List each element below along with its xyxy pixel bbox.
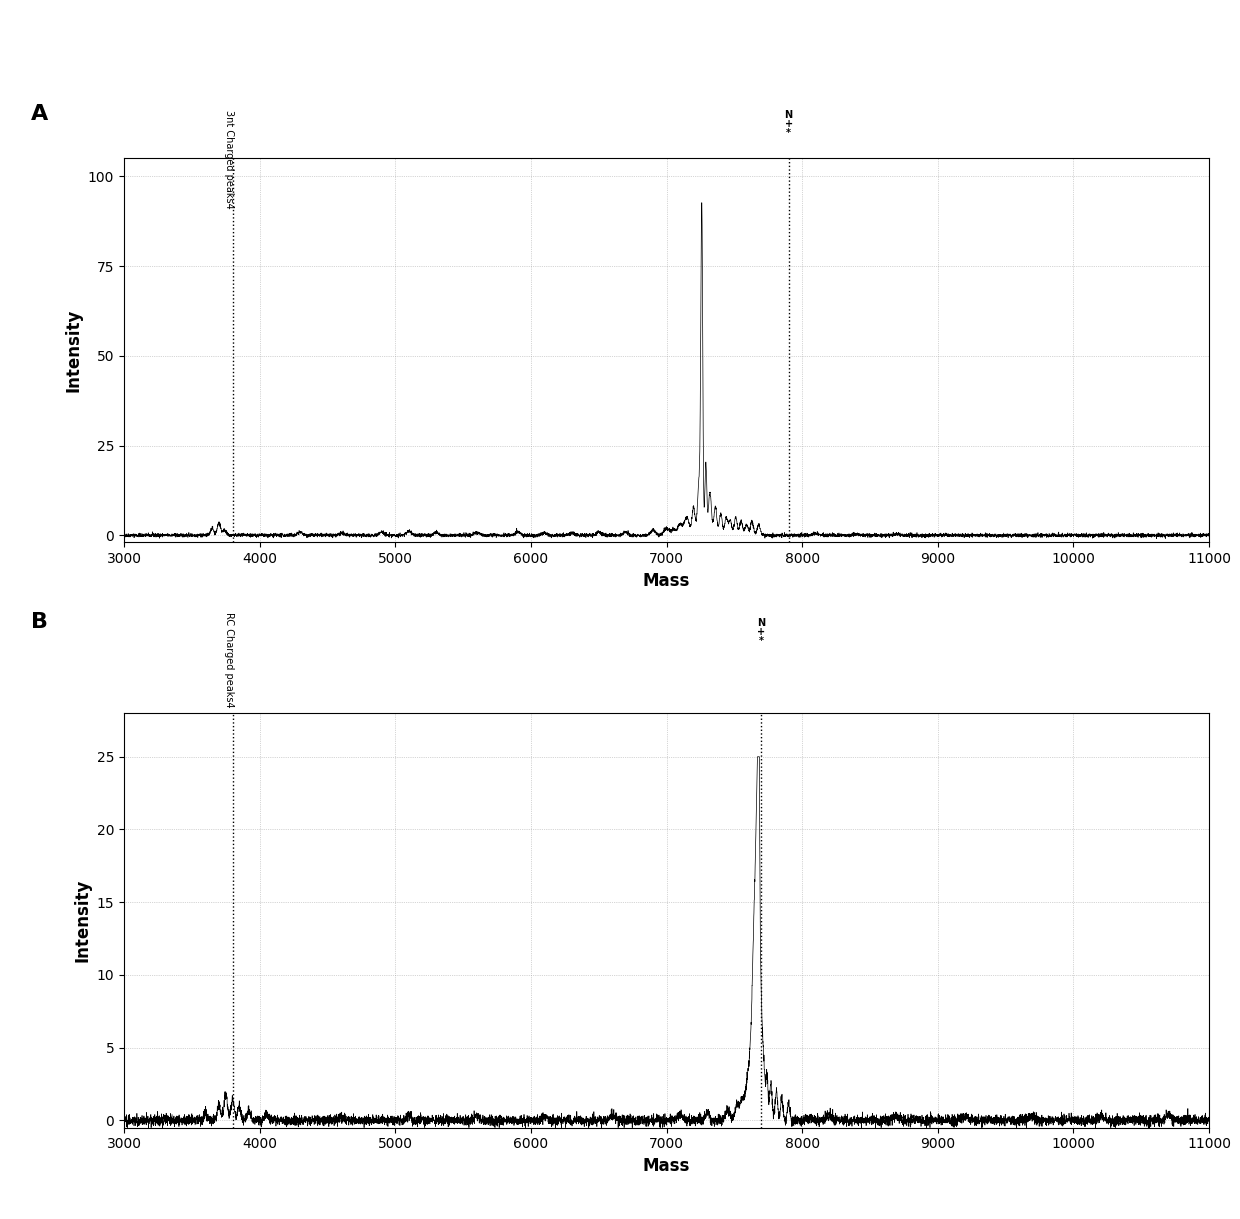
Text: N
+
*: N + * <box>785 110 792 138</box>
Text: A: A <box>31 104 48 123</box>
Text: N
+
*: N + * <box>758 618 765 646</box>
Text: 3nt Charged peaks4: 3nt Charged peaks4 <box>224 110 234 208</box>
Y-axis label: Intensity: Intensity <box>73 879 91 962</box>
Text: RC Charged peaks4: RC Charged peaks4 <box>224 612 234 707</box>
Text: B: B <box>31 612 48 631</box>
X-axis label: Mass: Mass <box>642 572 691 590</box>
X-axis label: Mass: Mass <box>642 1157 691 1175</box>
Y-axis label: Intensity: Intensity <box>64 308 82 393</box>
